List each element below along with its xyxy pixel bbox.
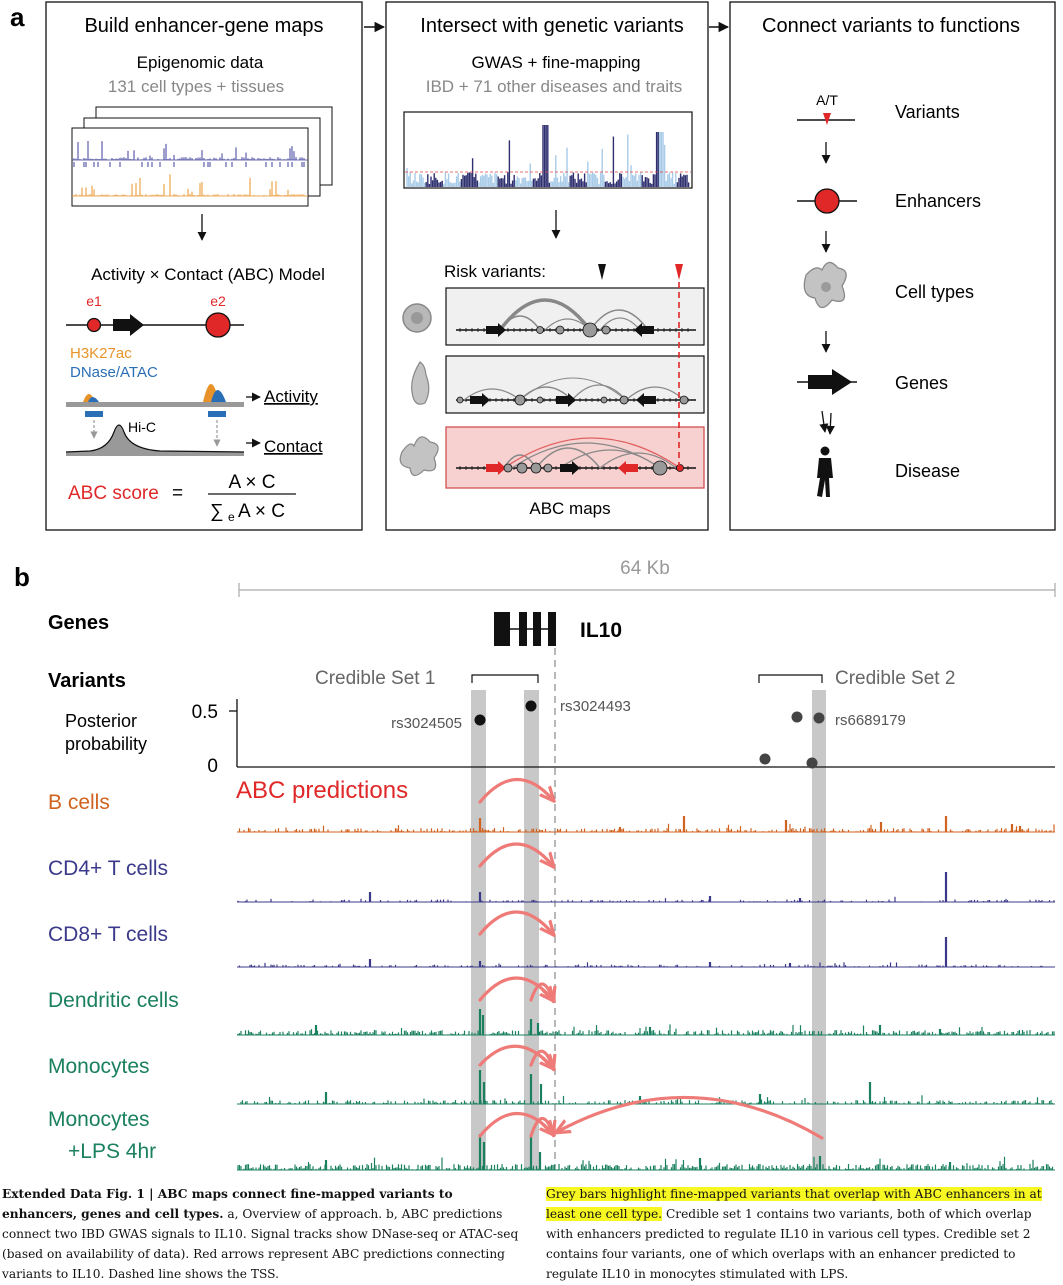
figure: a Build enhancer-gene maps Epigenomic da… (10, 1, 1056, 1171)
gwas-title: GWAS + fine-mapping (472, 53, 641, 72)
abc-arrows (478, 777, 824, 1140)
contact-label: Contact (264, 437, 323, 456)
legend-enhancers: Enhancers (895, 191, 981, 211)
e2-label: e2 (210, 293, 226, 309)
formula-denominator: A × C (238, 501, 285, 522)
pp-label-2: probability (65, 734, 147, 754)
abc-map-cell2 (445, 355, 705, 414)
genes-label: Genes (48, 612, 109, 634)
track-label-b-cells: B cells (48, 791, 110, 814)
track-label-monocytes: Monocytes (48, 1055, 150, 1078)
box1-title: Build enhancer-gene maps (84, 15, 323, 37)
rs-label-2: rs3024493 (560, 698, 631, 715)
cell-icon-elongated (411, 361, 430, 405)
epigenomic-track-stack (71, 106, 333, 207)
e1-label: e1 (86, 293, 102, 309)
formula-equals: = (172, 483, 183, 504)
h3k27ac-label: H3K27ac (70, 345, 132, 362)
pp-tick-0: 0 (207, 756, 218, 777)
credible-set-2-label: Credible Set 2 (835, 668, 955, 689)
gene-name: IL10 (580, 619, 622, 642)
formula-sigma: ∑ (210, 501, 224, 522)
gene-arrow (113, 314, 144, 336)
caption-right: Grey bars highlight fine-mapped variants… (546, 1184, 1060, 1284)
track-label-cd4: CD4+ T cells (48, 857, 168, 880)
gene-icon (808, 369, 852, 395)
activity-label: Activity (264, 387, 318, 406)
epigenomic-subtitle: 131 cell types + tissues (108, 77, 284, 96)
variants-label: Variants (48, 670, 126, 692)
signal-tracks (237, 816, 1055, 1171)
rs-label-3: rs6689179 (835, 712, 906, 729)
dnase-label: DNase/ATAC (70, 364, 158, 381)
pp-label-1: Posterior (65, 711, 137, 731)
variant-point (791, 711, 803, 723)
formula-numerator: A × C (229, 472, 276, 493)
legend-genes: Genes (895, 373, 948, 393)
enhancer-e1 (86, 317, 102, 333)
epigenomic-title: Epigenomic data (137, 53, 264, 72)
allele-label: A/T (816, 92, 838, 108)
scale-label: 64 Kb (620, 558, 670, 579)
variant-point (474, 714, 486, 726)
caption-right-text: Credible set 1 contains two variants, bo… (546, 1207, 1032, 1281)
variant-point (525, 700, 537, 712)
grey-bar-variant-3 (812, 690, 826, 1170)
track-label-monocytes-lps: Monocytes +LPS 4hr (48, 1108, 156, 1163)
caption-title: Extended Data Fig. 1 | ABC maps connect … (2, 1187, 453, 1221)
box2-title: Intersect with genetic variants (420, 15, 683, 37)
caption-left: Extended Data Fig. 1 | ABC maps connect … (2, 1184, 524, 1284)
pp-tick-05: 0.5 (192, 702, 218, 723)
hic-label: Hi-C (128, 419, 156, 435)
il10-gene-model (494, 612, 556, 646)
caption-left-text: a, Overview of approach. b, ABC predicti… (2, 1207, 519, 1281)
legend-variants: Variants (895, 102, 960, 122)
abc-maps-label: ABC maps (529, 499, 610, 518)
box3-title: Connect variants to functions (762, 15, 1020, 37)
abc-predictions-label: ABC predictions (236, 777, 408, 804)
enhancer-icon (814, 188, 840, 214)
enhancer-e2 (205, 312, 231, 338)
legend-cell-types: Cell types (895, 282, 974, 302)
risk-variant-marker-black (598, 264, 606, 280)
rs-label-1: rs3024505 (391, 715, 462, 732)
variant-icon (823, 113, 831, 125)
risk-variant-marker-red (675, 264, 683, 280)
track-label-cd8: CD8+ T cells (48, 923, 168, 946)
variant-point (759, 753, 771, 765)
panel-b-label: b (14, 562, 30, 592)
person-icon (817, 446, 833, 497)
box-intersect: Intersect with genetic variants GWAS + f… (385, 1, 709, 531)
box-connect: Connect variants to functions A/T Varian… (729, 1, 1056, 531)
cell-icon-irregular (399, 436, 439, 477)
panel-a-label: a (10, 2, 25, 32)
legend-disease: Disease (895, 461, 960, 481)
credible-set-1-label: Credible Set 1 (315, 668, 435, 689)
track-label-dendritic: Dendritic cells (48, 989, 179, 1012)
abc-map-cell1 (445, 287, 705, 346)
gwas-subtitle: IBD + 71 other diseases and traits (426, 77, 683, 96)
abc-map-cell3 (445, 426, 705, 489)
variant-point (813, 712, 825, 724)
formula-sub: e (228, 510, 235, 524)
abc-model-title: Activity × Contact (ABC) Model (91, 265, 325, 284)
variant-point (806, 757, 818, 769)
risk-variants-label: Risk variants: (444, 262, 546, 281)
abc-score-label: ABC score (68, 483, 159, 504)
scale-bar: 64 Kb (238, 558, 1056, 597)
box-build-maps: Build enhancer-gene maps Epigenomic data… (45, 1, 363, 531)
grey-bar-variant-1 (471, 690, 486, 1170)
